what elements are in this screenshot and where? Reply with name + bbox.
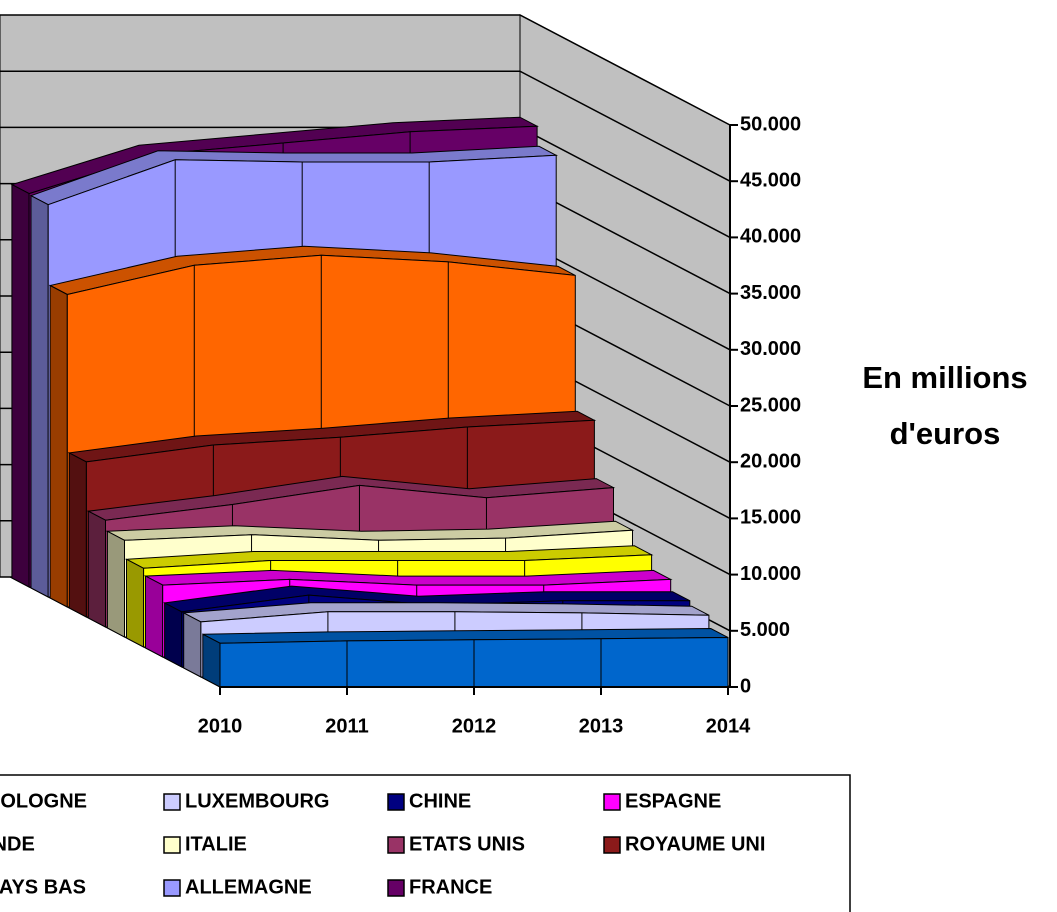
legend-label: ESPAGNE [625,790,721,812]
ribbon-side [183,612,202,678]
legend-swatch [163,879,181,897]
x-tick-label: 2013 [579,715,624,737]
y-tick-label: 35.000 [740,282,801,304]
legend-label: FRANCE [409,876,492,898]
legend-label: POLOGNE [0,790,87,812]
ribbon-side [145,575,164,658]
legend-swatch [387,793,405,811]
ribbon-side [49,284,68,608]
y-tick-label: 15.000 [740,507,801,529]
legend-swatch [387,879,405,897]
legend-swatch [387,836,405,854]
ribbon-side [164,602,183,668]
legend-swatch [603,793,621,811]
y-tick-label: 25.000 [740,394,801,416]
y-tick-label: 0 [740,675,751,697]
grid-line [0,70,731,182]
ribbon-side [30,194,49,598]
ribbon-side [106,530,125,638]
x-tick-label: 2014 [706,715,751,737]
ribbon-side [68,452,87,618]
y-tick-label: 50.000 [740,113,801,135]
x-tick-label: 2011 [325,715,368,737]
legend-swatch [163,836,181,854]
ribbon-side [87,510,106,628]
legend-swatch [603,836,621,854]
y-tick-label: 20.000 [740,450,801,472]
ribbon-side [126,558,145,648]
legend-label: ROYAUME UNI [625,833,765,855]
legend-label: CHINE [409,790,471,812]
legend-label: PAYS BAS [0,876,86,898]
legend-label: LUXEMBOURG [185,790,329,812]
ribbon-side [202,633,221,688]
legend-box [0,774,851,912]
x-tick-label: 2012 [452,715,497,737]
y-axis-title: En millions d'euros [862,360,1028,451]
ribbon-side [11,183,30,588]
y-tick-label: 40.000 [740,226,801,248]
grid-line [0,14,731,126]
legend-label: ETATS UNIS [409,833,525,855]
x-tick-label: 2010 [198,715,243,737]
y-tick-label: 10.000 [740,563,801,585]
y-tick-label: 30.000 [740,338,801,360]
legend-swatch [163,793,181,811]
legend-label: ALLEMAGNE [185,876,312,898]
legend-label: ITALIE [185,833,247,855]
y-tick-label: 5.000 [740,619,790,641]
legend-label: INDE [0,833,35,855]
y-tick-label: 45.000 [740,169,801,191]
